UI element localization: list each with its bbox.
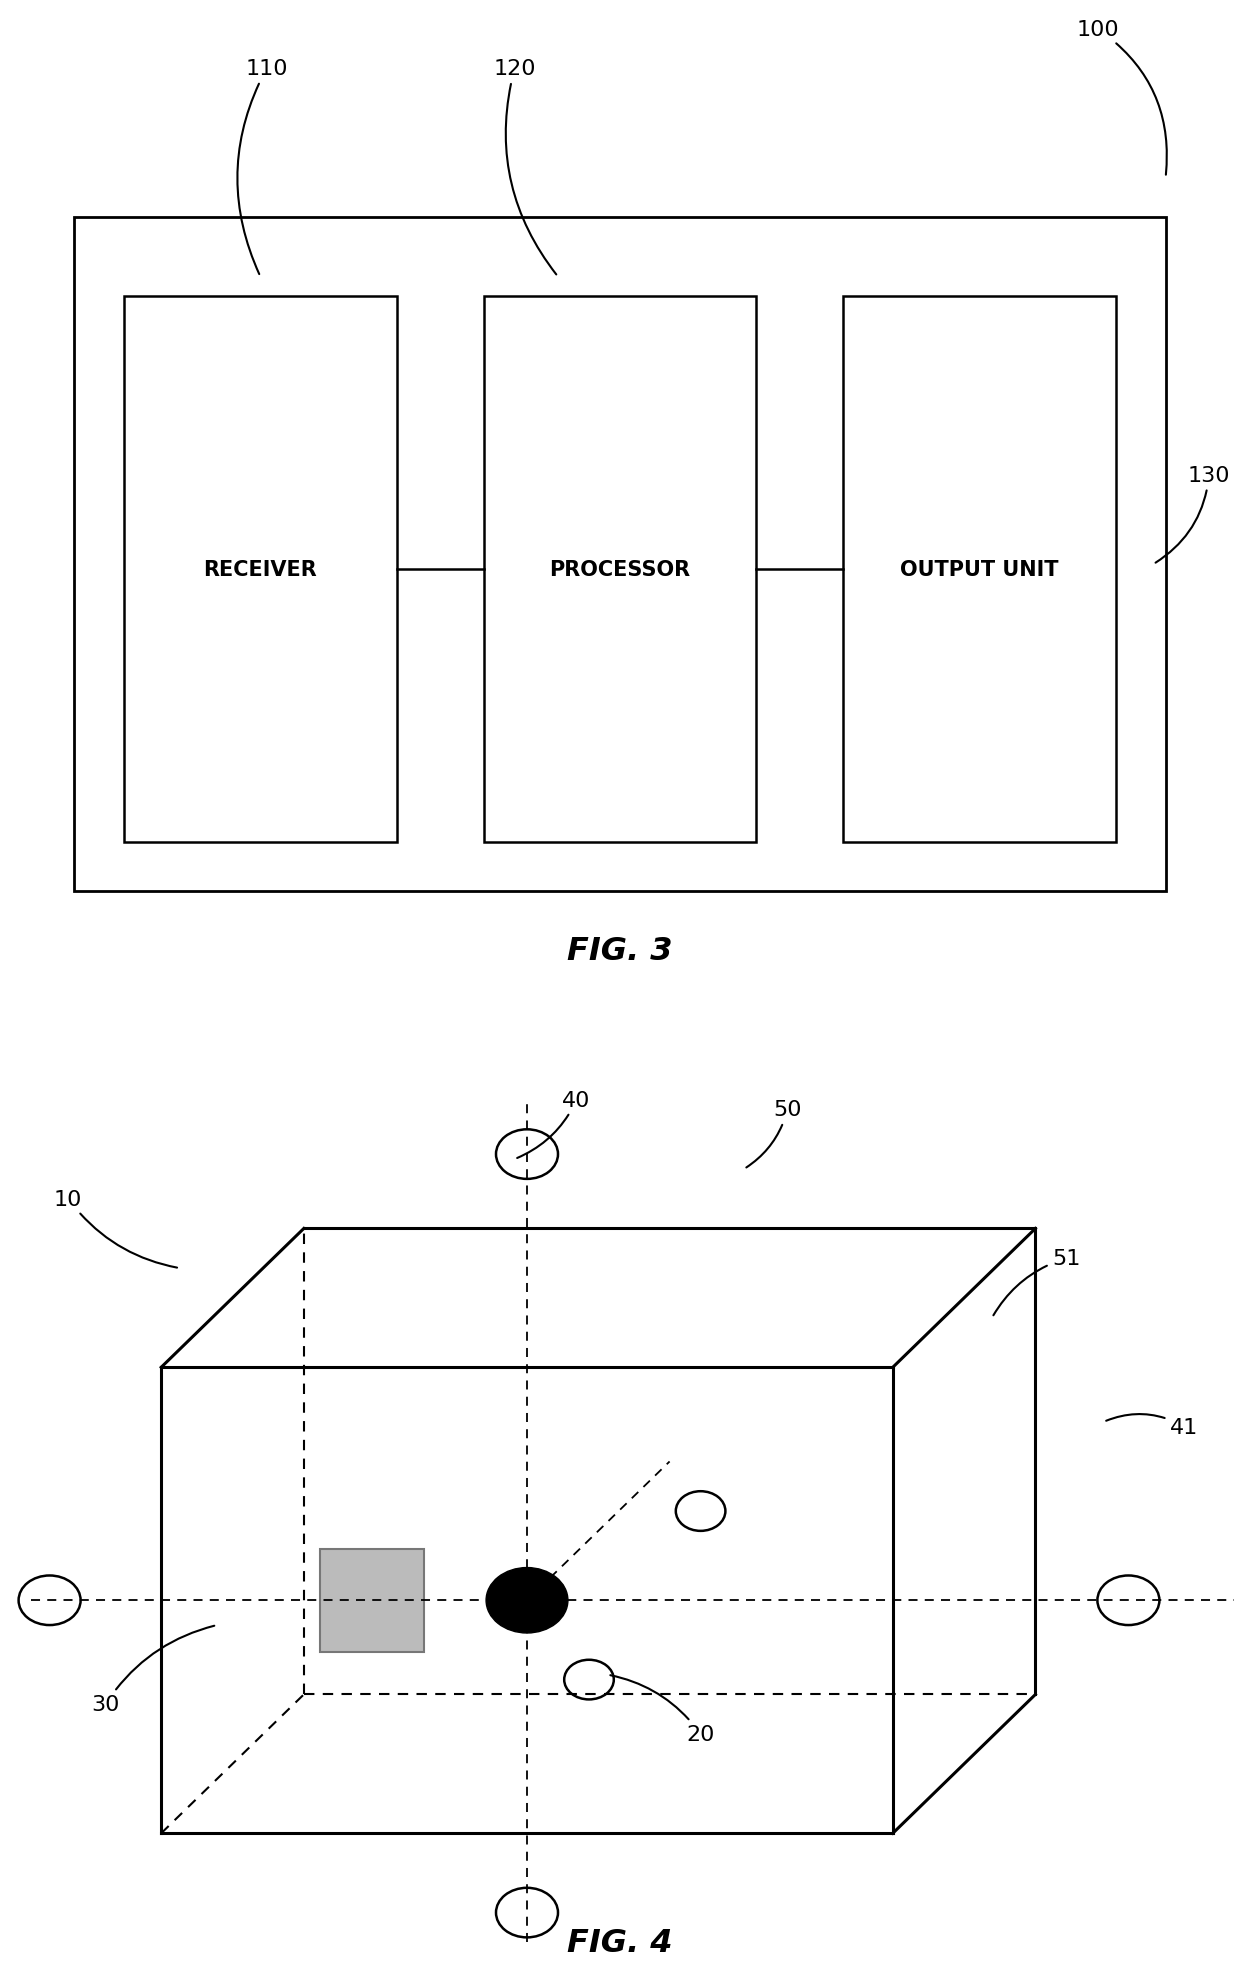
- Text: RECEIVER: RECEIVER: [203, 559, 317, 581]
- Text: 20: 20: [610, 1675, 714, 1744]
- Text: 120: 120: [494, 59, 557, 275]
- Text: FIG. 3: FIG. 3: [567, 936, 673, 967]
- Bar: [74, 218, 1166, 892]
- Bar: [124, 297, 397, 842]
- Bar: [320, 1550, 424, 1653]
- Text: PROCESSOR: PROCESSOR: [549, 559, 691, 581]
- Bar: [843, 297, 1116, 842]
- Text: 100: 100: [1076, 20, 1167, 176]
- Bar: [484, 297, 756, 842]
- Text: FIG. 4: FIG. 4: [567, 1927, 673, 1958]
- Circle shape: [486, 1568, 568, 1633]
- Text: 50: 50: [746, 1100, 801, 1167]
- Text: 41: 41: [1106, 1415, 1198, 1437]
- Text: 51: 51: [993, 1249, 1080, 1316]
- Text: 130: 130: [1156, 466, 1230, 563]
- Text: 10: 10: [55, 1189, 177, 1268]
- Text: 30: 30: [92, 1625, 215, 1714]
- Text: OUTPUT UNIT: OUTPUT UNIT: [900, 559, 1059, 581]
- Text: 110: 110: [237, 59, 288, 275]
- Text: 40: 40: [517, 1090, 590, 1157]
